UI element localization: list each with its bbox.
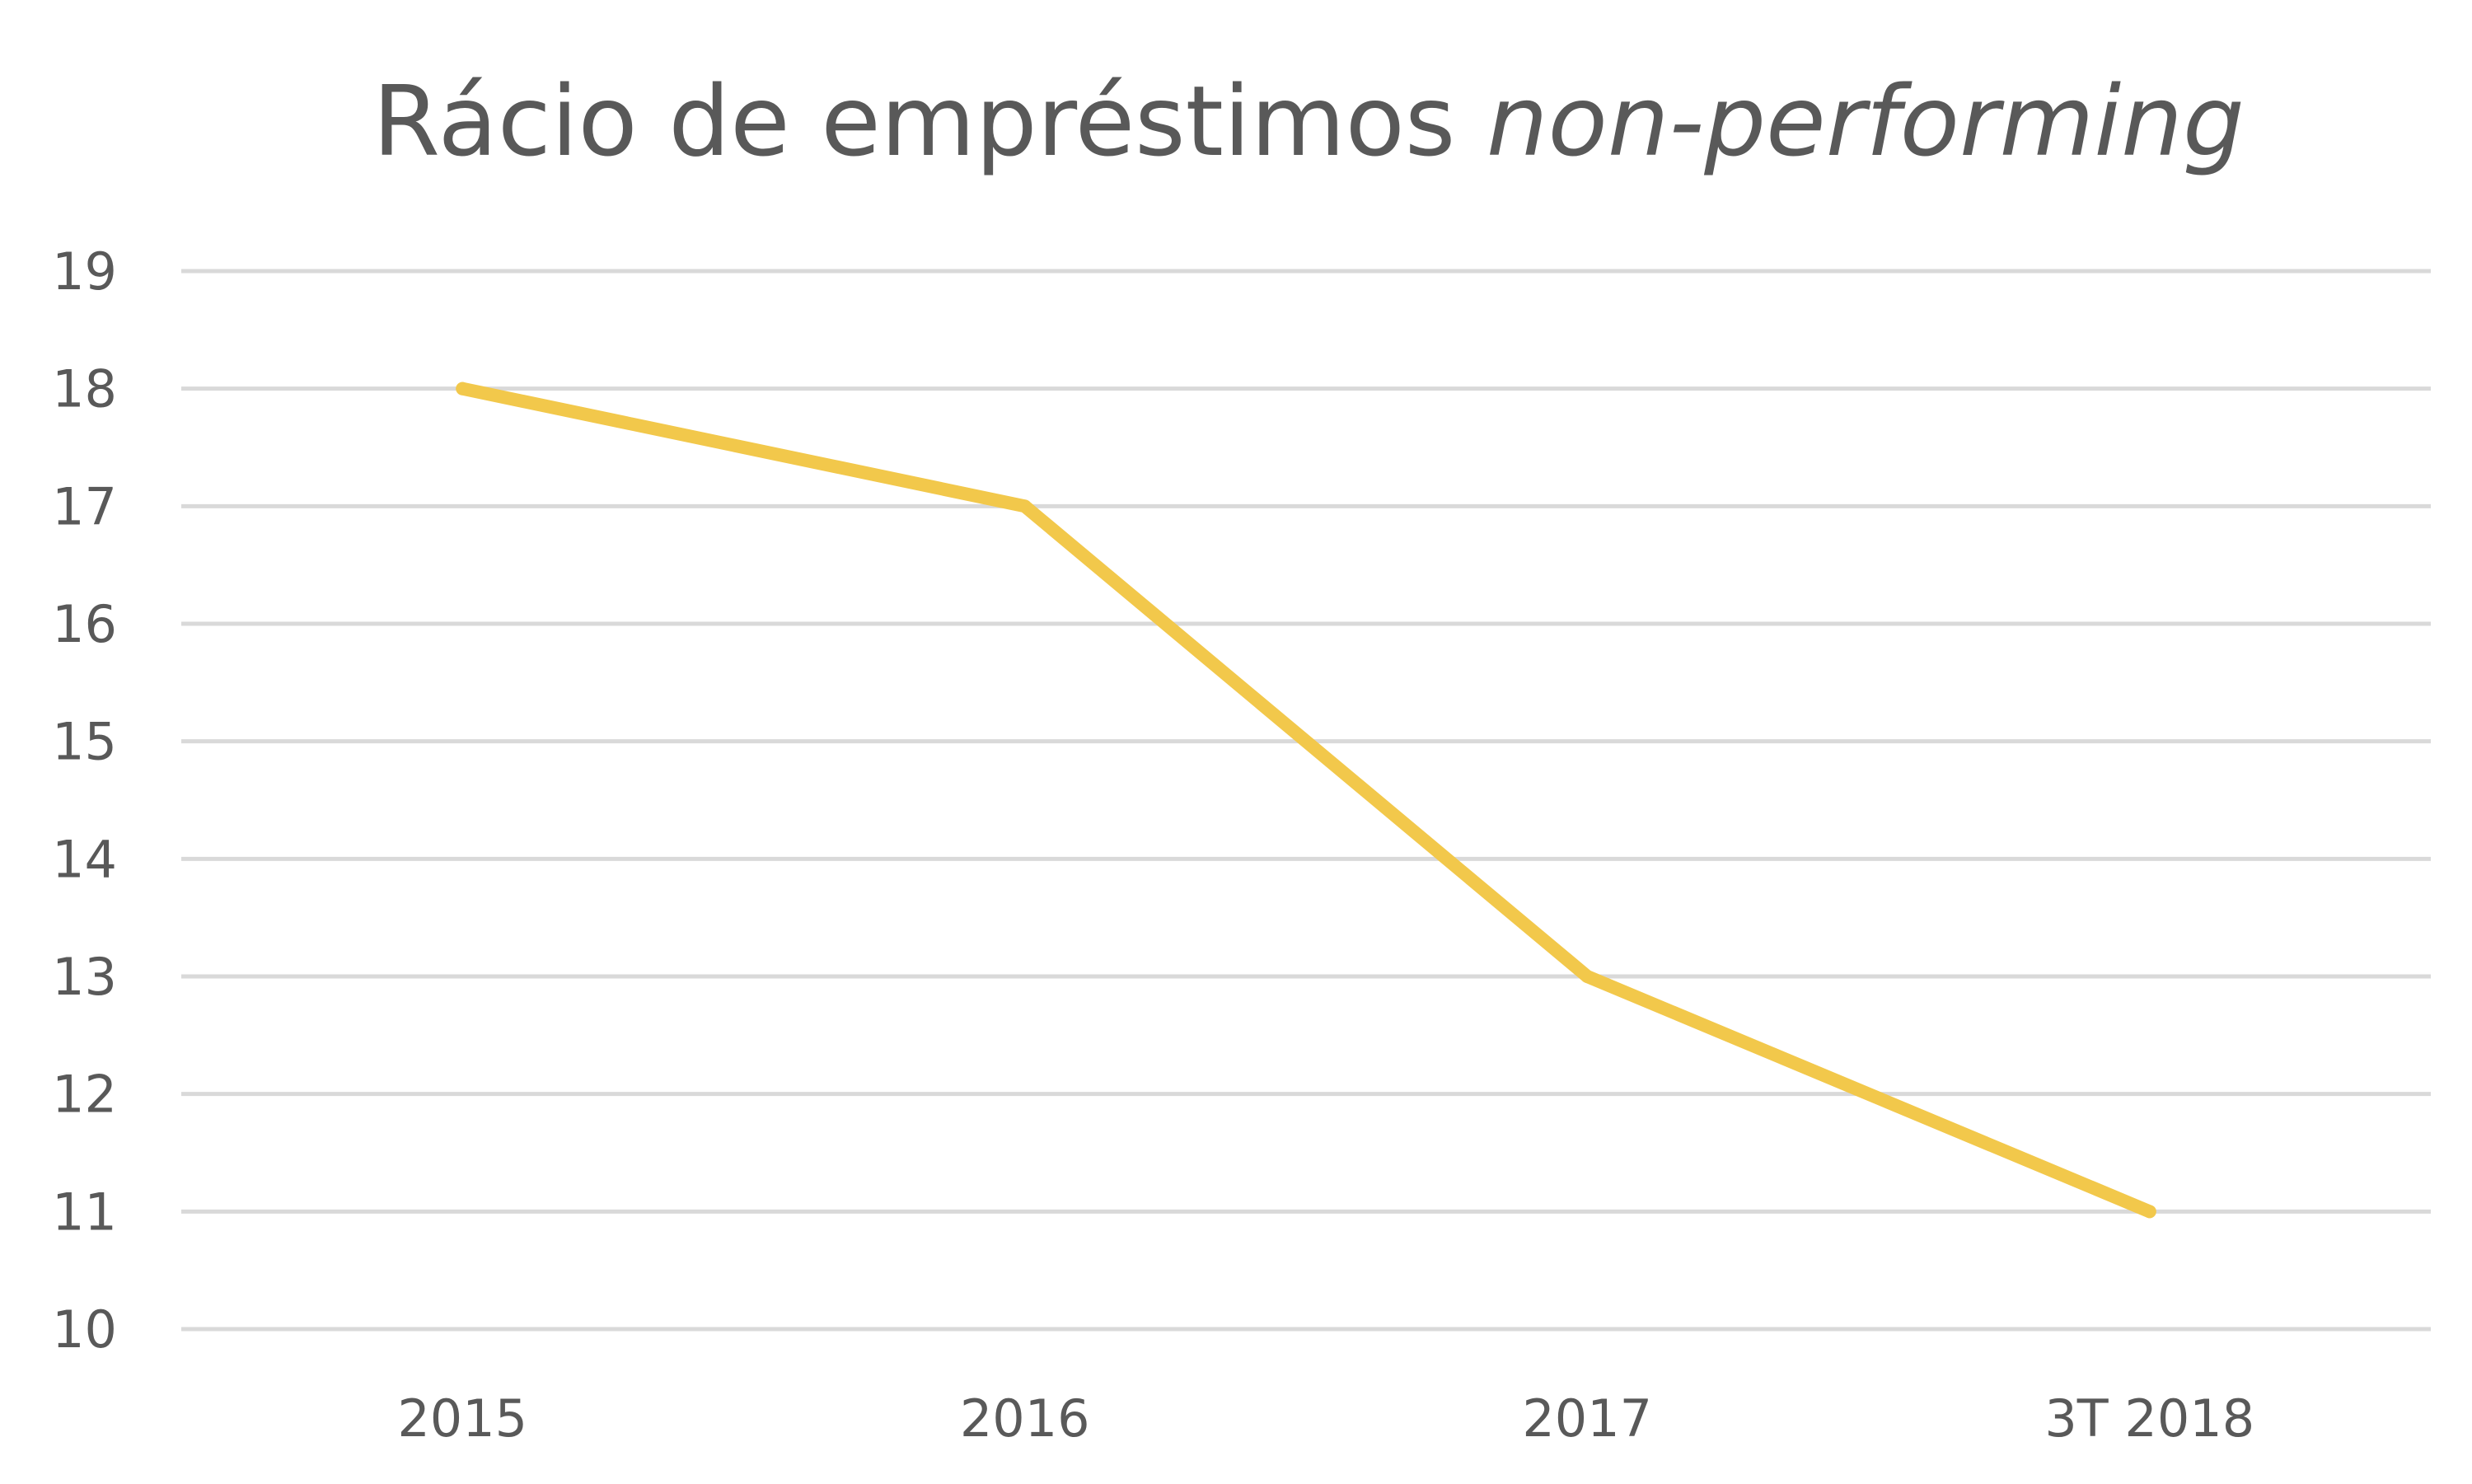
x-axis-tick-labels: 2015 2016 2017 3T 2018 xyxy=(397,1388,2254,1449)
gridlines xyxy=(181,269,2431,1332)
series-lines xyxy=(456,382,2156,1219)
y-tick-label: 18 xyxy=(52,359,117,419)
y-tick-label: 12 xyxy=(52,1065,117,1125)
x-tick-label: 2017 xyxy=(1522,1388,1652,1449)
y-tick-label: 15 xyxy=(52,712,117,772)
y-tick-label: 14 xyxy=(52,829,117,889)
data-point-2016 xyxy=(1018,499,1032,513)
y-tick-label: 19 xyxy=(52,241,117,302)
y-tick-label: 10 xyxy=(52,1299,117,1360)
series-line-0 xyxy=(456,382,2156,1219)
chart-title-main: Rácio de empréstimos xyxy=(372,64,1455,178)
y-tick-label: 13 xyxy=(52,947,117,1007)
chart-title-italic: non-performing xyxy=(1486,64,2245,178)
data-point-2017 xyxy=(1580,970,1594,983)
chart-title-space xyxy=(1455,64,1486,178)
y-tick-label: 11 xyxy=(52,1182,117,1242)
chart-title: Rácio de empréstimos non-performing xyxy=(372,64,2245,178)
x-tick-label: 3T 2018 xyxy=(2044,1388,2254,1449)
y-tick-label: 17 xyxy=(52,476,117,536)
y-tick-label: 16 xyxy=(52,594,117,654)
x-tick-label: 2016 xyxy=(960,1388,1090,1449)
data-point-2015 xyxy=(456,382,470,396)
y-axis-tick-labels: 10 11 12 13 14 15 16 17 18 19 xyxy=(52,241,117,1360)
data-point-3T-2018 xyxy=(2142,1205,2156,1219)
x-tick-label: 2015 xyxy=(397,1388,527,1449)
